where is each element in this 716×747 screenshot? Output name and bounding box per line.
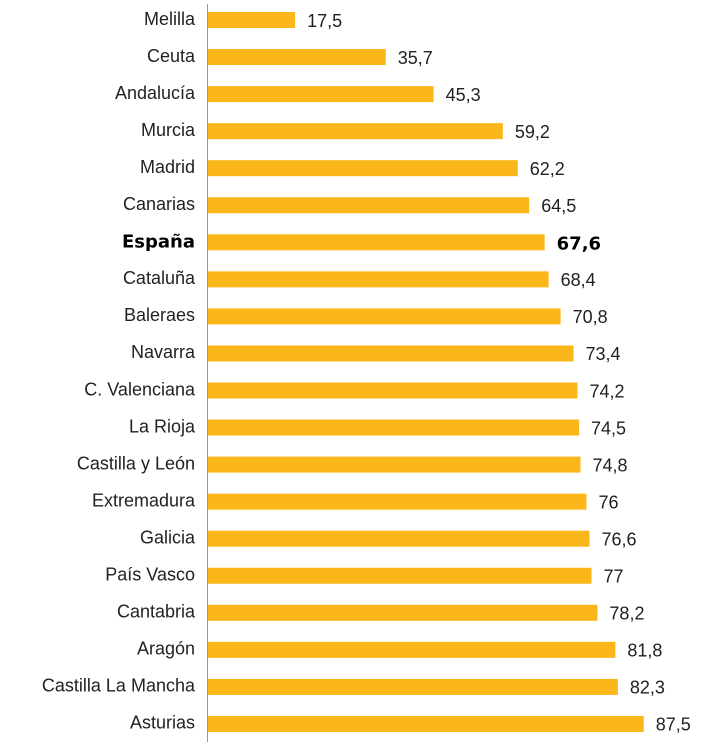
bar	[208, 12, 296, 28]
category-label: C. Valenciana	[84, 379, 196, 399]
bar	[208, 160, 518, 177]
bar	[208, 197, 530, 214]
bar	[208, 419, 580, 436]
bar	[208, 530, 590, 547]
value-label: 76,6	[601, 529, 636, 549]
value-label: 81,8	[627, 641, 662, 661]
category-label: Castilla La Mancha	[42, 676, 196, 696]
category-label: Castilla y León	[77, 453, 195, 473]
category-label: Galicia	[140, 527, 196, 547]
bar	[208, 271, 549, 288]
category-label: Aragón	[137, 639, 195, 659]
value-label: 45,3	[446, 85, 481, 105]
value-label: 67,6	[557, 233, 601, 254]
bar	[208, 715, 644, 732]
category-label: Canarias	[123, 194, 195, 214]
value-label: 59,2	[515, 122, 550, 142]
category-label: Cataluña	[123, 268, 196, 288]
category-label: Andalucía	[115, 83, 196, 103]
value-label: 77	[603, 567, 623, 587]
bar	[208, 345, 574, 362]
value-label: 64,5	[541, 196, 576, 216]
bar	[208, 123, 503, 140]
value-label: 74,8	[593, 455, 628, 475]
bar	[208, 678, 618, 695]
value-label: 68,4	[561, 270, 596, 290]
value-label: 70,8	[573, 307, 608, 327]
category-label: Extremadura	[92, 490, 196, 510]
category-label: Baleraes	[124, 305, 195, 325]
bar	[208, 493, 587, 510]
category-label: Asturias	[130, 713, 195, 733]
category-label: Murcia	[141, 120, 196, 140]
value-label: 74,2	[590, 381, 625, 401]
bar	[208, 308, 561, 325]
value-label: 17,5	[307, 11, 342, 31]
category-label: Madrid	[140, 157, 195, 177]
value-label: 78,2	[609, 604, 644, 624]
bar	[208, 86, 434, 103]
category-label: Navarra	[131, 342, 196, 362]
value-label: 87,5	[656, 715, 691, 735]
bar	[208, 382, 578, 399]
category-label: Ceuta	[147, 46, 196, 66]
bar	[208, 456, 581, 473]
value-label: 74,5	[591, 418, 626, 438]
bar	[208, 49, 386, 66]
bar	[208, 234, 545, 251]
value-label: 73,4	[586, 344, 621, 364]
value-label: 76	[598, 492, 618, 512]
value-label: 35,7	[398, 48, 433, 68]
category-label: La Rioja	[129, 416, 196, 436]
value-label: 82,3	[630, 678, 665, 698]
bar	[208, 604, 598, 621]
category-label: España	[122, 231, 195, 252]
category-label: País Vasco	[105, 565, 195, 585]
value-label: 62,2	[530, 159, 565, 179]
category-label: Melilla	[144, 9, 196, 29]
category-label: Cantabria	[117, 602, 196, 622]
bar	[208, 641, 616, 658]
bar	[208, 567, 592, 584]
